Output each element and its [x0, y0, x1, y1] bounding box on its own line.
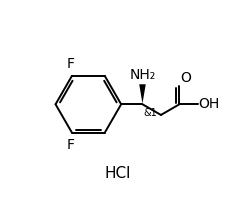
Text: HCl: HCl	[104, 166, 131, 181]
Text: F: F	[66, 138, 74, 152]
Text: NH₂: NH₂	[129, 68, 155, 82]
Text: &1: &1	[143, 108, 156, 118]
Text: F: F	[66, 57, 74, 71]
Text: OH: OH	[197, 97, 218, 111]
Text: O: O	[180, 71, 190, 85]
Polygon shape	[139, 84, 145, 104]
